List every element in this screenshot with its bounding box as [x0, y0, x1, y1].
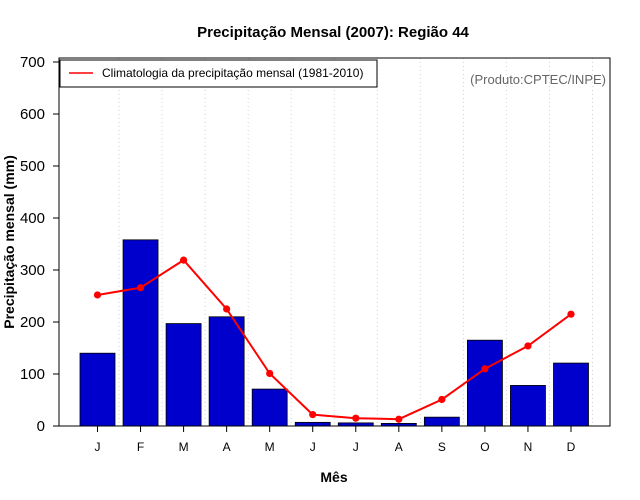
y-tick-label: 600 [20, 106, 45, 123]
bar-3 [165, 323, 202, 427]
x-tick-label: A [395, 440, 403, 454]
product-credit: (Produto:CPTEC/INPE) [470, 72, 606, 87]
climatology-point-5 [266, 369, 274, 378]
climatology-series [93, 256, 575, 423]
bar-2 [122, 239, 159, 427]
bar-9 [423, 416, 460, 427]
x-axis-label: Mês [320, 469, 347, 485]
bar-series [79, 239, 589, 427]
climatology-point-10 [481, 365, 489, 373]
y-tick-label: 0 [37, 418, 45, 435]
x-tick-label: J [353, 440, 359, 454]
bar-1 [79, 352, 116, 427]
legend-box [59, 59, 378, 88]
climatology-line [97, 258, 572, 421]
bar-6 [294, 421, 331, 427]
legend: Climatologia da precipitação mensal (198… [59, 59, 378, 88]
climatology-point-6 [309, 410, 317, 419]
legend-entry-climatology: Climatologia da precipitação mensal (198… [102, 66, 363, 80]
climatology-point-9 [438, 395, 446, 404]
x-tick-label: S [438, 440, 446, 454]
x-tick-label: F [137, 440, 144, 454]
y-axis-label: Precipitação mensal (mm) [1, 155, 17, 329]
chart-title: Precipitação Mensal (2007): Região 44 [197, 24, 469, 41]
climatology-point-4 [223, 305, 231, 313]
y-tick-label: 100 [20, 366, 45, 383]
bar-12 [553, 362, 589, 427]
climatology-point-1 [93, 291, 102, 299]
bar-11 [510, 385, 546, 427]
climatology-point-12 [567, 310, 575, 318]
climatology-point-2 [136, 284, 145, 292]
x-tick-label: J [310, 440, 316, 454]
x-tick-label: D [567, 440, 576, 454]
climatology-point-3 [179, 256, 188, 264]
y-axis: 0 100 200 300 400 500 600 700 [20, 54, 59, 435]
y-tick-label: 500 [20, 158, 45, 175]
x-tick-label: M [265, 440, 275, 454]
y-tick-label: 700 [20, 54, 45, 71]
y-tick-label: 200 [20, 314, 45, 331]
bar-10 [467, 339, 503, 427]
grid-lines [118, 58, 594, 426]
bar-5 [251, 388, 288, 427]
climatology-point-7 [352, 414, 360, 422]
x-tick-label: N [524, 440, 533, 454]
y-tick-label: 400 [20, 210, 45, 227]
x-tick-label: M [179, 440, 189, 454]
x-tick-label: J [95, 440, 101, 454]
y-tick-label: 300 [20, 262, 45, 279]
x-tick-label: O [480, 440, 489, 454]
plot-frame [58, 57, 611, 427]
bar-4 [208, 316, 245, 427]
x-tick-label: A [223, 440, 231, 454]
climatology-point-11 [524, 342, 532, 350]
climatology-point-8 [395, 415, 403, 423]
